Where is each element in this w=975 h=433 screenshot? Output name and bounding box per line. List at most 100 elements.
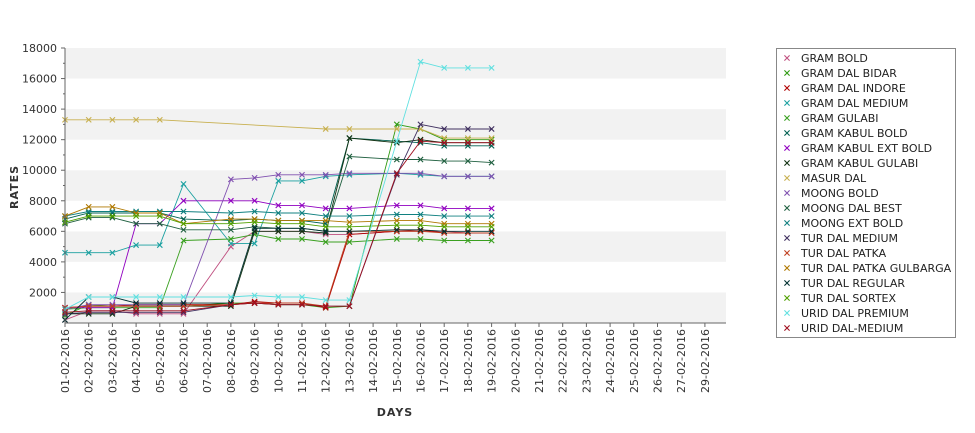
data-point-marker [275,225,282,232]
y-tick-label: 4000 [29,256,57,269]
legend-label: URID DAL PREMIUM [801,307,909,320]
data-point-marker [464,139,471,146]
legend-item: TUR DAL REGULAR [784,277,905,290]
data-point-marker [322,213,329,220]
data-point-marker [180,226,187,233]
data-point-marker [488,125,495,132]
x-tick-label: 09-02-2016 [249,329,262,393]
data-point-marker [275,210,282,216]
data-point-marker [299,210,305,216]
data-point-marker [464,205,471,212]
legend-label: GRAM KABUL BOLD [801,127,908,140]
data-point-marker [85,203,92,210]
data-point-marker [322,297,329,304]
x-tick-label: 25-02-2016 [628,329,641,393]
data-point-marker [464,213,471,220]
data-point-marker [417,217,424,224]
data-point-marker [180,216,187,223]
y-tick-label: 14000 [22,103,57,116]
data-point-marker [393,226,400,233]
legend-label: TUR DAL SORTEX [800,292,896,305]
x-tick-label: 15-02-2016 [391,329,404,393]
data-point-marker [227,294,234,301]
data-point-marker [299,202,305,209]
x-tick-label: 29-02-2016 [699,329,712,393]
data-point-marker [346,135,353,142]
data-point-marker [275,171,282,178]
legend-label: URID DAL-MEDIUM [801,322,903,335]
data-point-marker [322,303,329,310]
legend-label: GRAM GULABI [801,112,879,125]
series-urid-dal-premium [62,58,495,313]
x-axis-title: DAYS [377,406,413,419]
x-tick-label: 03-02-2016 [106,329,119,393]
data-point-marker [441,158,448,165]
data-point-marker [393,222,400,229]
data-point-marker [109,303,116,310]
data-point-marker [156,213,163,220]
data-point-marker [393,125,400,132]
data-point-marker [133,294,140,301]
data-point-marker [417,226,424,233]
data-point-marker [275,301,282,308]
data-point-marker [251,225,258,232]
x-tick-label: 12-02-2016 [320,329,333,393]
legend-marker-icon [784,280,790,286]
data-point-marker [393,170,400,177]
legend-marker-icon [784,250,790,256]
data-point-marker [441,125,448,132]
legend-label: MASUR DAL [801,172,867,185]
data-point-marker [156,307,163,314]
data-point-marker [180,220,187,227]
data-point-marker [299,171,305,178]
data-point-marker [180,208,187,215]
x-tick-label: 26-02-2016 [652,329,665,393]
legend-marker-icon [784,85,790,91]
data-point-marker [109,208,116,215]
data-point-marker [227,197,234,204]
data-point-marker [441,64,448,71]
x-tick-label: 17-02-2016 [438,329,451,393]
data-point-marker [156,300,163,307]
legend-marker-icon [784,175,790,181]
data-point-marker [488,223,495,230]
legend-item: GRAM BOLD [784,52,868,65]
data-point-marker [180,294,187,301]
data-point-marker [346,223,353,230]
data-point-marker [251,240,258,247]
x-tick-label: 16-02-2016 [415,329,428,393]
data-point-marker [85,213,92,220]
data-point-marker [275,220,282,227]
data-point-marker [393,156,400,163]
legend-marker-icon [784,145,790,151]
data-point-marker [346,239,353,246]
legend-item: TUR DAL PATKA GULBARGA [784,262,952,275]
data-point-marker [156,294,163,301]
data-point-marker [417,222,424,229]
y-tick-label: 12000 [22,134,57,147]
data-point-marker [346,219,353,226]
legend-marker-icon [784,130,790,136]
x-tick-label: 01-02-2016 [59,329,72,393]
x-tick-label: 21-02-2016 [533,329,546,393]
data-point-marker [299,235,305,242]
data-point-marker [441,173,448,180]
x-tick-label: 10-02-2016 [272,329,285,393]
data-point-marker [346,213,353,220]
grid-band [65,292,726,323]
data-point-marker [133,242,140,249]
data-point-marker [180,307,187,314]
legend-label: TUR DAL REGULAR [800,277,905,290]
legend-item: GRAM DAL INDORE [784,82,906,95]
data-point-marker [299,294,305,301]
legend-item: TUR DAL MEDIUM [784,232,898,245]
data-point-marker [346,228,353,235]
data-point-marker [133,300,140,307]
x-tick-label: 20-02-2016 [509,329,522,393]
x-ticks: 01-02-2016 02-02-2016 03-02-2016 04-02-2016… [59,323,712,393]
series-layer [62,58,495,323]
legend-marker-icon [784,235,790,241]
data-point-marker [488,237,495,244]
data-point-marker [441,135,448,142]
